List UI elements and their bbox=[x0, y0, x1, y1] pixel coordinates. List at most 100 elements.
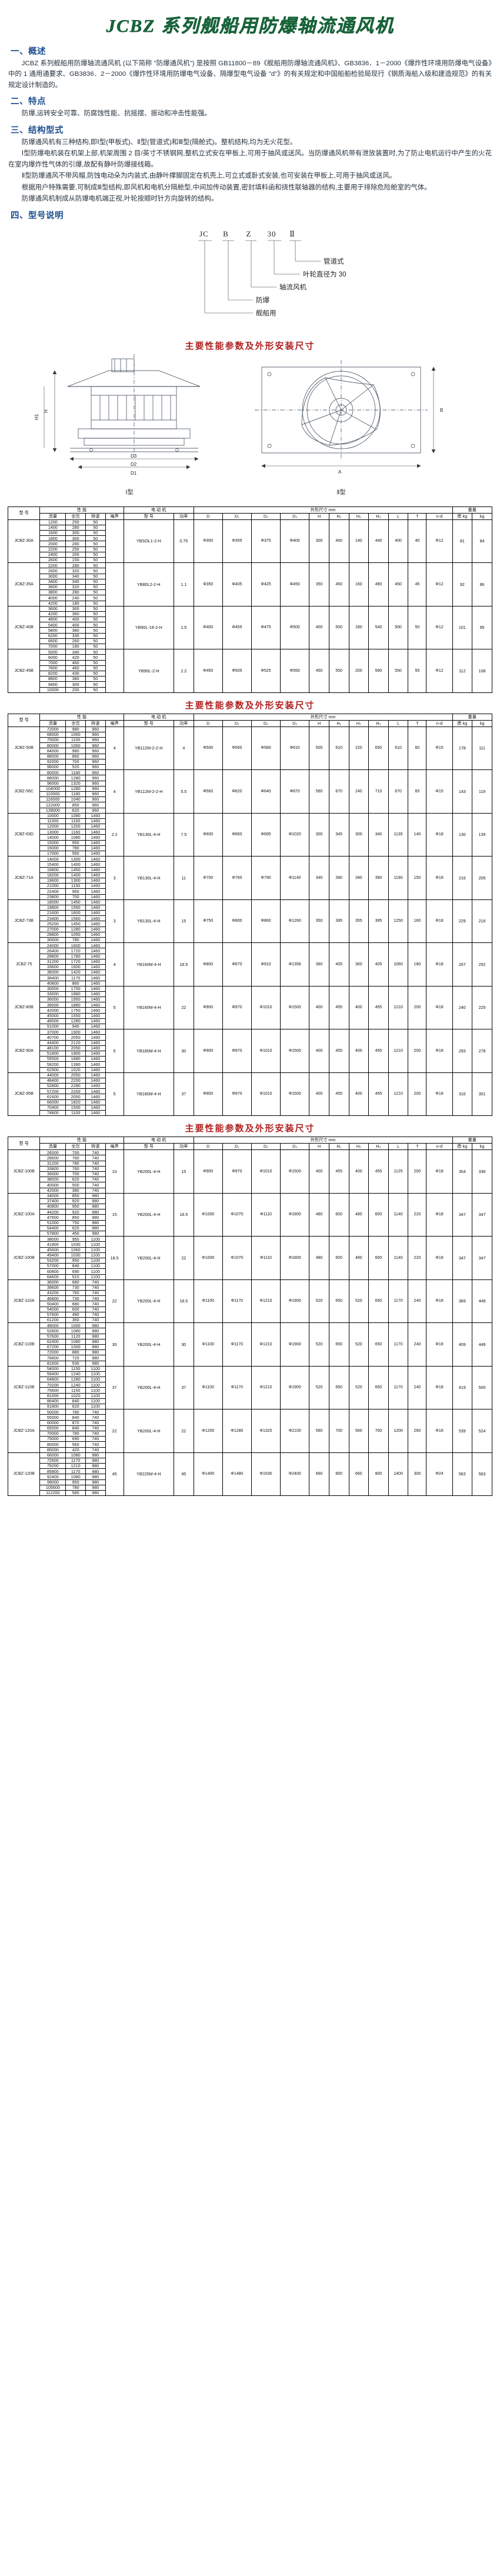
cell-dim-10: Φ18 bbox=[426, 1029, 453, 1073]
th-dims: 外形尺寸 mm bbox=[193, 713, 453, 721]
cell-rpm: 1460 bbox=[85, 877, 106, 884]
table-row: JCBZ-120A 50000 780 740 22 YB200L-4-H 22 Φ1200 Φ… bbox=[7, 1409, 492, 1453]
cell-flow: 40800 bbox=[39, 1204, 66, 1210]
model-label-marine: 舰船用 bbox=[256, 309, 276, 317]
cell-dim-6: 660 bbox=[348, 1452, 369, 1497]
cell-pressure: 700 bbox=[65, 758, 86, 765]
table-row: 9400 300 50 bbox=[8, 681, 492, 688]
cell-rpm: 1100 bbox=[85, 1403, 106, 1410]
cell-rpm: 50 bbox=[85, 681, 106, 688]
spec-table-3: 型 号 性 能 电 动 机 外形尺寸 mm 重量 流量 全压 转速 噪声 型 号… bbox=[7, 1137, 492, 1497]
cell-pressure: 780 bbox=[65, 1160, 86, 1167]
th-H3: H₃ bbox=[368, 1143, 389, 1151]
cell-flow: 67200 bbox=[39, 1344, 66, 1351]
table-row: 14000 1080 1460 bbox=[8, 834, 492, 841]
cell-dim-5: 700 bbox=[328, 1409, 349, 1453]
cell-pressure: 1900 bbox=[65, 1029, 86, 1035]
cell-dim-4: 520 bbox=[309, 1365, 329, 1410]
cell-dim-0: Φ1000 bbox=[193, 1192, 223, 1237]
cell-pressure: 620 bbox=[65, 1225, 86, 1232]
cell-pressure: 1280 bbox=[65, 926, 86, 932]
cell-flow: 33800 bbox=[39, 1165, 66, 1172]
cell-dim-9: 200 bbox=[408, 985, 427, 1030]
cell-flow: 8200 bbox=[39, 670, 66, 677]
cell-weight-1: 316 bbox=[452, 1072, 473, 1117]
cell-motor-type: YB130L-4-H bbox=[123, 856, 175, 900]
cell-pressure: 950 bbox=[65, 1257, 86, 1264]
cell-pressure: 760 bbox=[65, 1290, 86, 1297]
cell-motor-type: YB200L-4-H bbox=[123, 1322, 175, 1367]
cell-pressure: 690 bbox=[65, 1436, 86, 1442]
cell-weight-1: 419 bbox=[452, 1365, 473, 1410]
model-code-part: Z bbox=[246, 229, 252, 238]
cell-rpm: 740 bbox=[85, 1149, 106, 1156]
table-row: JCBZ-95B 44000 2050 1460 5 YB180M-4-H 37 Φ900 Φ9… bbox=[7, 1072, 492, 1117]
cell-rpm: 1460 bbox=[85, 1067, 106, 1073]
cell-pressure: 730 bbox=[65, 1284, 86, 1291]
cell-noise: 18.5 bbox=[105, 1236, 124, 1280]
cell-flow: 39600 bbox=[39, 1284, 66, 1291]
cell-noise: 4 bbox=[105, 942, 124, 987]
cell-pressure: 1080 bbox=[65, 1474, 86, 1480]
cell-dim-5: 670 bbox=[328, 769, 349, 814]
cell-flow: 43200 bbox=[39, 1290, 66, 1297]
cell-dim-10: Φ18 bbox=[426, 812, 453, 857]
table-row: 8800 380 50 bbox=[8, 676, 492, 682]
cell-flow: 38000 bbox=[39, 1236, 66, 1242]
cell-flow: 116000 bbox=[39, 797, 66, 803]
cell-rpm: 50 bbox=[85, 622, 106, 628]
cell-dim-7: 455 bbox=[368, 985, 389, 1030]
cell-rpm: 50 bbox=[85, 551, 106, 558]
table-row: 15000 950 1460 bbox=[8, 839, 492, 846]
cell-motor-type: YB130L-4-H bbox=[123, 899, 175, 944]
cell-rpm: 740 bbox=[85, 1187, 106, 1194]
cell-dim-8: 1210 bbox=[388, 1029, 409, 1073]
cell-dim-0: Φ900 bbox=[193, 1149, 223, 1194]
cell-dim-9: 60 bbox=[408, 726, 427, 771]
cell-flow: 4200 bbox=[39, 600, 66, 606]
cell-dim-6: 400 bbox=[348, 985, 369, 1030]
cell-rpm: 980 bbox=[85, 1468, 106, 1475]
section-structure: 三、结构型式 防爆通风机有三种结构,即Ⅰ型(甲板式)、Ⅱ型(管道式)和Ⅲ型(隔舱… bbox=[0, 124, 500, 205]
table-row: JCBZ-50B 72000 980 960 4 YB112M-2-2-H 4 Φ500 Φ56… bbox=[7, 726, 492, 771]
cell-dim-8: 1135 bbox=[388, 812, 409, 857]
cell-rpm: 980 bbox=[85, 1344, 106, 1351]
cell-dim-10: Φ12 bbox=[426, 562, 453, 606]
cell-dim-5: 650 bbox=[328, 1279, 349, 1324]
svg-text:D2: D2 bbox=[131, 462, 137, 467]
cell-dim-9: 200 bbox=[408, 1149, 427, 1194]
cell-dim-5: 600 bbox=[328, 1236, 349, 1280]
cell-dim-7: 455 bbox=[368, 1029, 389, 1073]
cell-flow: 31200 bbox=[39, 958, 66, 965]
cell-motor-kw: 45 bbox=[174, 1452, 194, 1497]
cell-rpm: 980 bbox=[85, 1474, 106, 1480]
cell-dim-0: Φ450 bbox=[193, 649, 223, 693]
cell-dim-8: 1200 bbox=[388, 1409, 409, 1453]
cell-rpm: 1460 bbox=[85, 953, 106, 959]
cell-dim-10: Φ18 bbox=[426, 1149, 453, 1194]
table-row: 62900 1020 1460 bbox=[8, 1067, 492, 1073]
cell-rpm: 960 bbox=[85, 742, 106, 749]
th-D1: D₁ bbox=[222, 719, 252, 727]
cell-dim-8: 1210 bbox=[388, 985, 409, 1030]
cell-flow: 104000 bbox=[39, 785, 66, 792]
table-1-title: 主要性能参数及外形安装尺寸 bbox=[185, 341, 315, 351]
cell-model: JCBZ-110B bbox=[7, 1322, 41, 1367]
cell-dim-9: 220 bbox=[408, 1192, 427, 1237]
cell-rpm: 960 bbox=[85, 748, 106, 754]
table-row: 48000 1280 1460 bbox=[8, 1018, 492, 1025]
section-heading: 二、特点 bbox=[11, 97, 46, 107]
cell-dim-5: 600 bbox=[328, 1192, 349, 1237]
th-nd: n-d bbox=[426, 719, 453, 727]
table-row: 128000 620 960 bbox=[8, 807, 492, 814]
cell-flow: 40700 bbox=[39, 1034, 66, 1041]
cell-rpm: 50 bbox=[85, 632, 106, 639]
cell-rpm: 960 bbox=[85, 791, 106, 798]
cell-pressure: 300 bbox=[65, 535, 86, 542]
cell-dim-9: 300 bbox=[408, 1452, 427, 1497]
cell-weight-1: 92 bbox=[452, 562, 473, 606]
table-row: 86400 840 1100 bbox=[8, 1398, 492, 1405]
cell-flow: 37000 bbox=[39, 1029, 66, 1035]
cell-dim-4: 400 bbox=[309, 1072, 329, 1117]
cell-dim-3: Φ450 bbox=[280, 562, 310, 606]
